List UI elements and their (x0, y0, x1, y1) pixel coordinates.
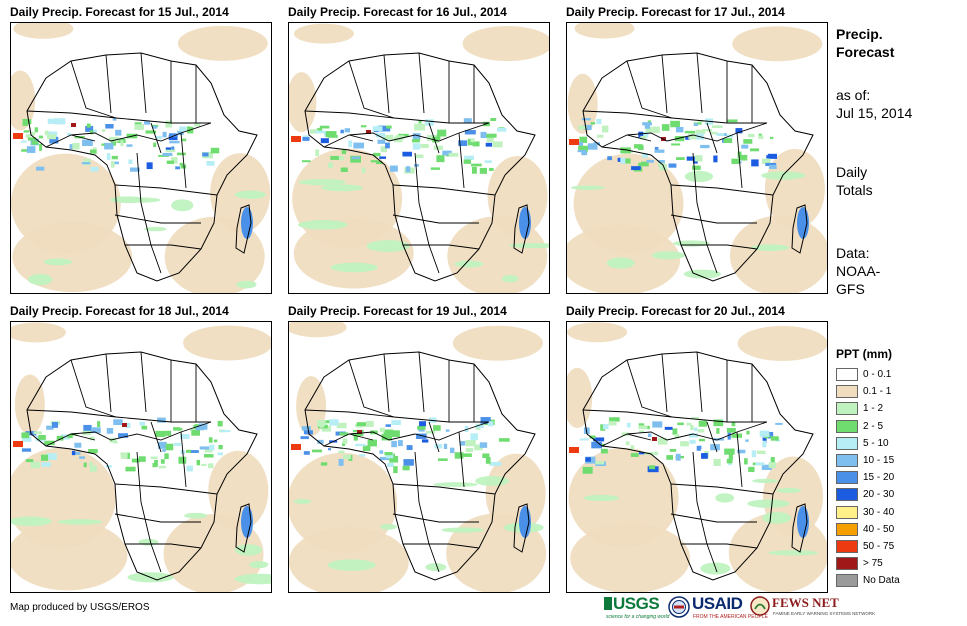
legend-label: 0 - 0.1 (863, 369, 892, 380)
precip-map-jul-19 (288, 321, 550, 593)
usaid-logo: USAID FROM THE AMERICAN PEOPLE (692, 594, 768, 624)
legend-swatch (836, 574, 858, 588)
legend-label: 10 - 15 (863, 454, 895, 466)
precip-map-jul-20 (566, 321, 828, 593)
panel-title: Daily Precip. Forecast for 18 Jul., 2014 (10, 304, 229, 318)
fews-net-logo: FEWS NET FAMINE EARLY WARNING SYSTEMS NE… (772, 594, 875, 624)
data-source-block: Data: NOAA- GFS (836, 244, 880, 298)
legend-swatch (836, 402, 858, 416)
legend-swatch (836, 557, 858, 571)
legend-swatch (836, 522, 858, 536)
as-of-block: as of: Jul 15, 2014 (836, 86, 912, 122)
usgs-wordmark: USGS (613, 594, 660, 613)
legend-label: 30 - 40 (863, 506, 895, 518)
panel-title: Daily Precip. Forecast for 19 Jul., 2014 (288, 304, 507, 318)
legend-swatch (836, 368, 858, 381)
as-of-label: as of: (836, 87, 871, 103)
legend-label: 2 - 5 (863, 420, 884, 432)
panel-title: Daily Precip. Forecast for 17 Jul., 2014 (566, 5, 785, 19)
legend-swatch (836, 385, 858, 399)
fews-emblem-icon (750, 594, 770, 624)
map-panel-2: Daily Precip. Forecast for 16 Jul., 2014 (288, 4, 550, 294)
legend-label: 15 - 20 (863, 472, 895, 484)
precip-map-jul-15 (10, 22, 272, 294)
data-source-line-1: NOAA- (836, 263, 881, 279)
usgs-wave-icon (604, 597, 612, 610)
panel-title: Daily Precip. Forecast for 16 Jul., 2014 (288, 5, 507, 19)
legend-label: 0.1 - 1 (863, 386, 892, 398)
map-panel-4: Daily Precip. Forecast for 18 Jul., 2014 (10, 303, 272, 593)
usgs-tagline: science for a changing world (606, 614, 670, 620)
fews-wordmark: FEWS NET (772, 595, 839, 610)
legend-swatch (836, 453, 858, 467)
legend-swatch (836, 419, 858, 433)
legend-label: 50 - 75 (863, 540, 895, 552)
data-label: Data: (836, 245, 870, 261)
totals-block: Daily Totals (836, 163, 873, 199)
legend-label: 40 - 50 (863, 523, 895, 535)
legend-label: 20 - 30 (863, 489, 895, 501)
precip-map-jul-18 (10, 321, 272, 593)
totals-line-1: Daily (836, 164, 868, 180)
usaid-tagline: FROM THE AMERICAN PEOPLE (693, 614, 768, 620)
legend-title: PPT (mm) (836, 347, 893, 361)
legend-label: 1 - 2 (863, 403, 884, 415)
legend-swatch (836, 539, 858, 553)
legend-label: > 75 (863, 558, 883, 570)
totals-line-2: Totals (836, 182, 873, 198)
legend-swatch (836, 471, 858, 485)
heading-line-2: Forecast (836, 44, 895, 60)
sidebar-heading: Precip. Forecast (836, 25, 894, 61)
map-panel-1: Daily Precip. Forecast for 15 Jul., 2014 (10, 4, 272, 294)
legend-label: 5 - 10 (863, 437, 889, 449)
map-panel-6: Daily Precip. Forecast for 20 Jul., 2014 (566, 303, 828, 593)
precip-map-jul-17 (566, 22, 828, 294)
as-of-date: Jul 15, 2014 (836, 105, 913, 121)
legend-swatch (836, 505, 858, 519)
legend-swatch (836, 488, 858, 502)
fews-tagline: FAMINE EARLY WARNING SYSTEMS NETWORK (773, 611, 876, 616)
map-credit: Map produced by USGS/EROS (10, 602, 150, 613)
usgs-logo: USGS science for a changing world (604, 594, 669, 624)
legend-label: No Data (863, 575, 900, 587)
panel-title: Daily Precip. Forecast for 20 Jul., 2014 (566, 304, 785, 318)
usaid-wordmark: USAID (692, 594, 743, 613)
legend-swatch (836, 436, 858, 450)
data-source-line-2: GFS (836, 281, 865, 297)
heading-line-1: Precip. (836, 26, 883, 42)
precip-map-jul-16 (288, 22, 550, 294)
map-panel-5: Daily Precip. Forecast for 19 Jul., 2014 (288, 303, 550, 593)
usaid-seal-icon (668, 594, 690, 624)
panel-title: Daily Precip. Forecast for 15 Jul., 2014 (10, 5, 229, 19)
map-panel-3: Daily Precip. Forecast for 17 Jul., 2014 (566, 4, 828, 294)
